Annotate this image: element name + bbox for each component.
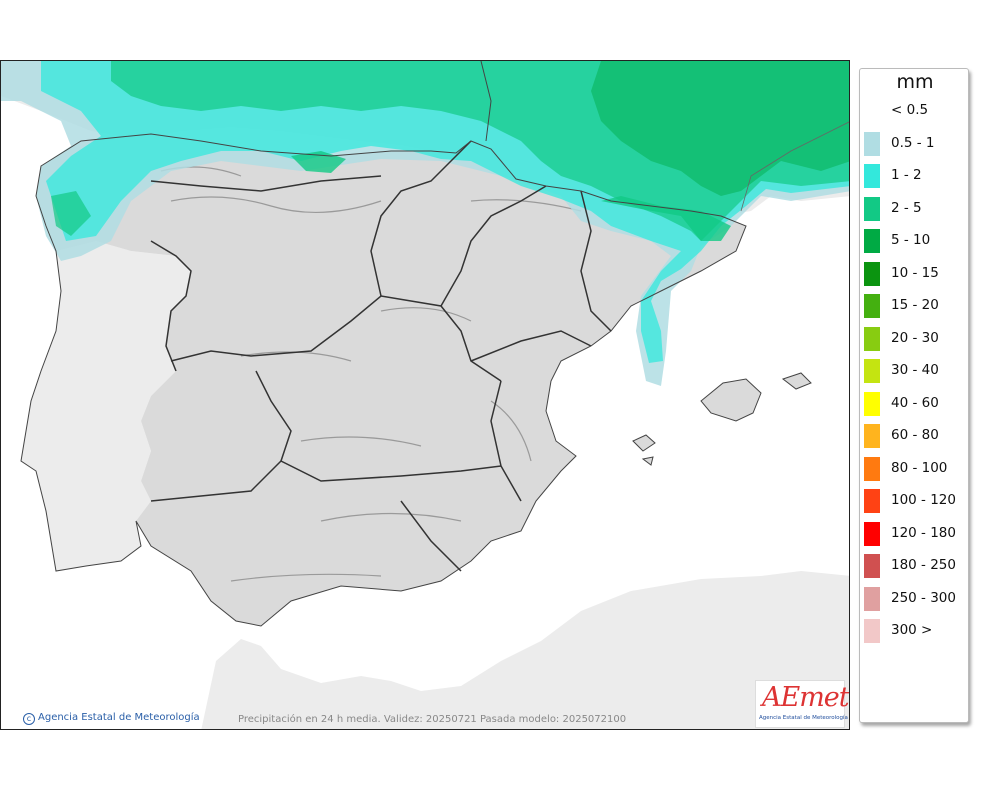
legend-label: 60 - 80 — [891, 427, 939, 443]
legend-swatch — [864, 424, 880, 448]
legend-label: 100 - 120 — [891, 492, 956, 508]
legend-swatch — [864, 391, 880, 416]
legend-row: 5 - 10 — [864, 227, 968, 253]
precip-galicia — [51, 191, 91, 236]
copyright-icon: c — [23, 713, 35, 725]
map-caption: Precipitación en 24 h media. Validez: 20… — [238, 714, 627, 725]
legend-label: 2 - 5 — [891, 199, 922, 216]
map-canvas — [1, 61, 849, 729]
legend-label: 180 - 250 — [891, 557, 956, 573]
mallorca — [700, 378, 762, 422]
legend-swatch — [864, 196, 880, 221]
africa-land — [201, 571, 849, 729]
legend-row: 10 - 15 — [864, 260, 968, 286]
legend-row: 180 - 250 — [864, 552, 968, 578]
credit-link[interactable]: c Agencia Estatal de Meteorología — [23, 712, 200, 725]
precip-5-10 — [591, 61, 849, 196]
legend-swatch — [864, 456, 880, 481]
legend-swatch — [864, 359, 880, 383]
legend-row: 20 - 30 — [864, 325, 968, 351]
legend-swatch — [864, 294, 880, 318]
legend-swatch — [864, 326, 880, 351]
legend-row: 40 - 60 — [864, 390, 968, 416]
portugal-land — [21, 241, 191, 571]
precip-cantabria — [291, 151, 346, 173]
precip-pyrenees — [601, 196, 731, 241]
legend-label: 80 - 100 — [891, 459, 948, 476]
legend-label: 20 - 30 — [891, 329, 939, 346]
legend-label: 40 - 60 — [891, 394, 939, 411]
legend-swatch — [864, 131, 880, 156]
formentera — [641, 456, 654, 466]
spain-land — [36, 134, 746, 626]
legend-label: 5 - 10 — [891, 232, 931, 248]
legend-label: 15 - 20 — [891, 297, 939, 313]
legend-swatch — [864, 521, 880, 546]
credit-text: Agencia Estatal de Meteorología — [38, 712, 200, 723]
legend-swatch — [864, 164, 880, 188]
legend-label: 120 - 180 — [891, 524, 956, 541]
legend-label: 10 - 15 — [891, 264, 939, 281]
legend-swatch — [864, 229, 880, 253]
legend-label: 250 - 300 — [891, 589, 956, 606]
legend-label: 0.5 - 1 — [891, 134, 935, 151]
aemet-logo: AEmet Agencia Estatal de Meteorología — [755, 680, 849, 728]
legend-label: 1 - 2 — [891, 167, 922, 183]
legend-swatch — [864, 619, 880, 643]
menorca — [781, 372, 812, 390]
legend-row: < 0.5 — [864, 97, 968, 123]
legend-row: 1 - 2 — [864, 162, 968, 188]
logo-mark-text: AEmet — [762, 682, 849, 713]
legend-row: 300 > — [864, 617, 968, 643]
legend-swatch — [864, 554, 880, 578]
ibiza — [632, 434, 656, 452]
legend-label: < 0.5 — [891, 102, 929, 118]
legend-row: 120 - 180 — [864, 520, 968, 546]
legend-label: 300 > — [891, 622, 933, 638]
legend-swatch — [864, 261, 880, 286]
precipitation-legend: mm < 0.5 0.5 - 1 1 - 2 2 - 5 5 - 10 10 - 15 15… — [859, 68, 969, 723]
legend-label: 30 - 40 — [891, 362, 939, 378]
region-borders — [150, 140, 612, 572]
legend-row: 250 - 300 — [864, 585, 968, 611]
aemet-logo-subtitle: Agencia Estatal de Meteorología — [759, 715, 848, 721]
legend-row: 60 - 80 — [864, 422, 968, 448]
legend-swatch — [864, 99, 880, 123]
legend-swatch — [864, 586, 880, 611]
legend-row: 15 - 20 — [864, 292, 968, 318]
precip-2-5 — [111, 61, 849, 241]
legend-row: 2 - 5 — [864, 195, 968, 221]
legend-row: 30 - 40 — [864, 357, 968, 383]
legend-row: 0.5 - 1 — [864, 130, 968, 156]
aemet-logo-mark: AEmet — [762, 682, 849, 713]
legend-unit: mm — [896, 71, 934, 93]
legend-row: 80 - 100 — [864, 455, 968, 481]
legend-row: 100 - 120 — [864, 487, 968, 513]
legend-swatch — [864, 489, 880, 513]
